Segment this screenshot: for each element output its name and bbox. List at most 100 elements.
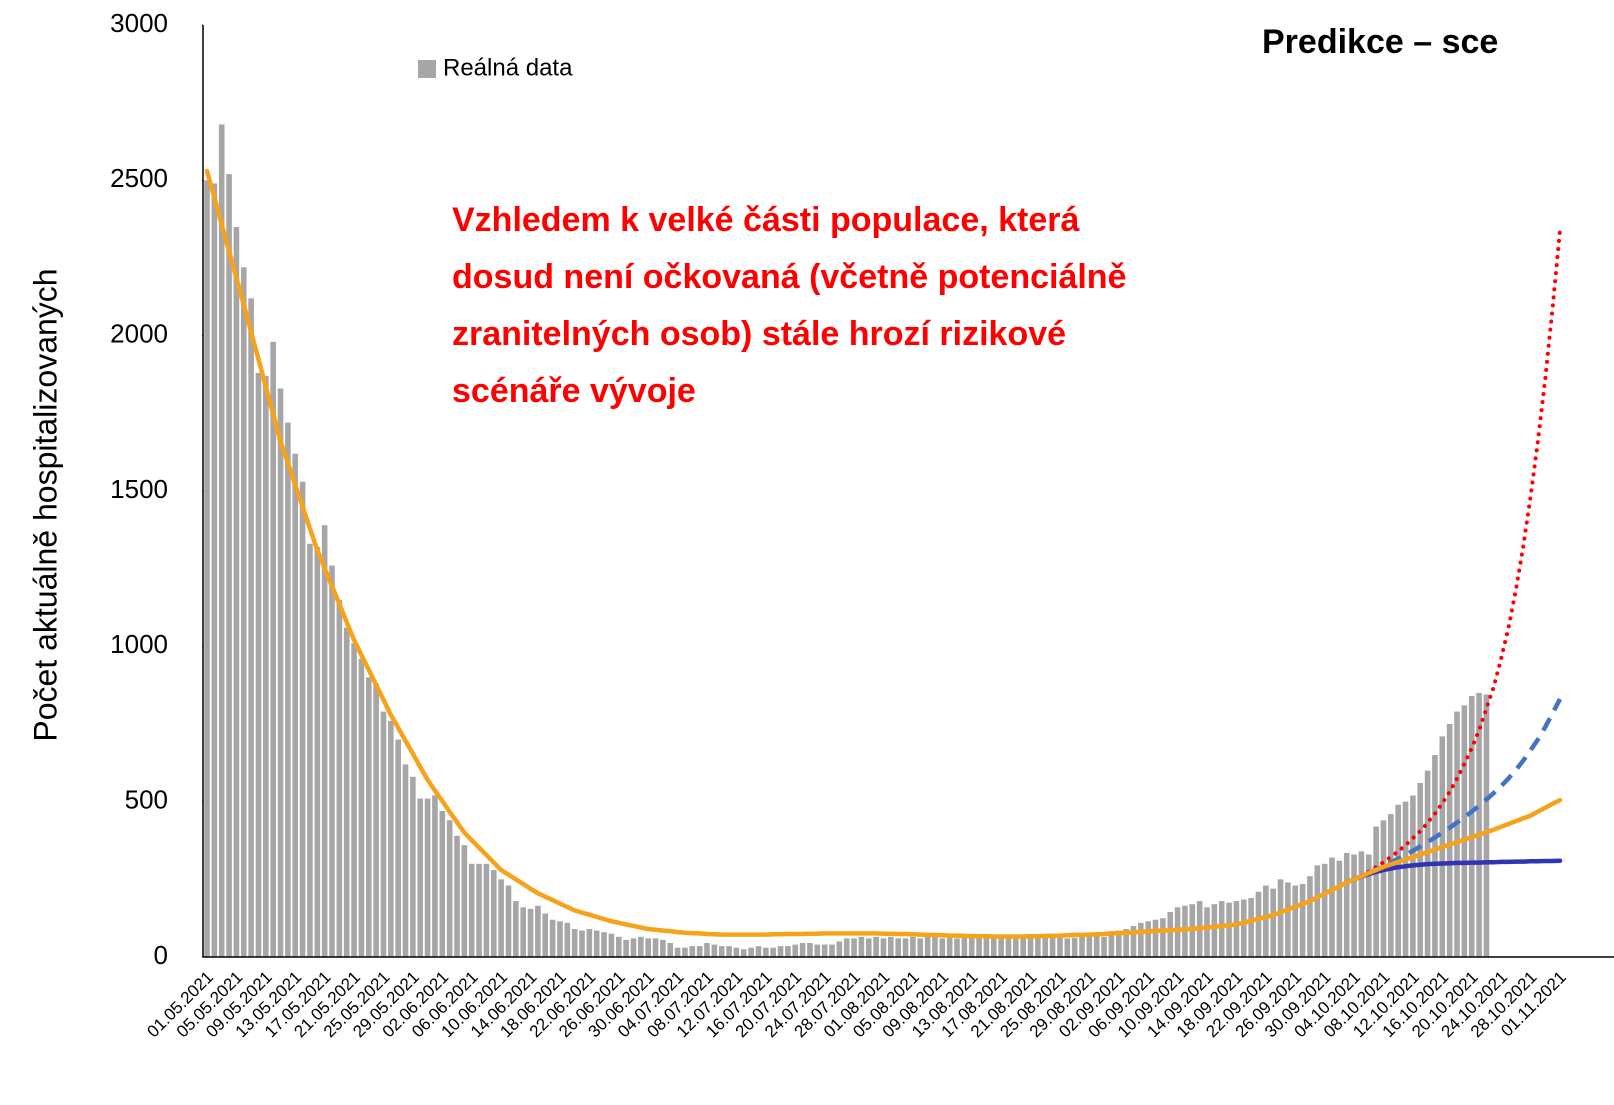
annotation: dosud není očkovaná (včetně potenciálně <box>452 258 1127 296</box>
bar <box>608 933 615 957</box>
bar <box>476 863 482 957</box>
bar <box>1020 936 1026 957</box>
bar <box>946 937 953 957</box>
legend-swatch <box>418 60 436 78</box>
y-tick-label: 0 <box>154 940 168 970</box>
bar <box>755 946 762 957</box>
bar <box>792 944 799 957</box>
bar <box>954 938 960 957</box>
bar <box>1380 820 1387 957</box>
bar <box>285 422 291 957</box>
bar <box>1476 692 1482 957</box>
bar <box>263 376 269 957</box>
bar <box>571 929 578 957</box>
bar <box>932 936 938 957</box>
bar <box>1255 891 1262 957</box>
y-tick-label: 3000 <box>110 8 168 38</box>
bar <box>682 947 688 957</box>
bar <box>785 946 791 957</box>
chart-title: Predikce – sce <box>1262 23 1498 61</box>
bar <box>1064 938 1071 957</box>
bar <box>807 943 813 957</box>
bar <box>836 941 843 957</box>
bar <box>976 938 982 957</box>
bar <box>1410 795 1416 957</box>
bar <box>1402 801 1409 957</box>
bar <box>1263 885 1269 957</box>
bar <box>432 795 438 957</box>
bar <box>1226 902 1232 957</box>
bar <box>1454 711 1460 957</box>
bar <box>726 946 732 957</box>
bar <box>917 938 924 957</box>
bar <box>674 947 681 957</box>
bar <box>961 936 968 957</box>
bar <box>557 921 563 957</box>
bar <box>1108 933 1115 957</box>
bar <box>1211 904 1218 957</box>
bar <box>1123 929 1129 957</box>
bar <box>843 938 850 957</box>
bar <box>1468 696 1475 957</box>
bar <box>1329 857 1335 957</box>
bar <box>1204 907 1210 957</box>
bar <box>1152 919 1159 957</box>
bar <box>821 944 828 957</box>
bar <box>343 627 350 957</box>
bar <box>638 936 644 957</box>
bar <box>630 938 637 957</box>
bar <box>1027 935 1034 957</box>
bar <box>998 937 1004 957</box>
bar <box>895 938 901 957</box>
bar <box>564 922 571 957</box>
bar <box>1093 935 1100 957</box>
bar <box>601 932 607 957</box>
bar <box>740 949 747 957</box>
bar <box>615 936 622 957</box>
bar <box>542 913 549 957</box>
legend-label: Reálná data <box>443 54 573 81</box>
bar <box>968 937 975 957</box>
bar <box>439 810 446 957</box>
bar <box>1365 854 1372 957</box>
bar <box>777 946 784 957</box>
bar <box>1314 865 1321 957</box>
bar <box>696 946 703 957</box>
bar <box>248 298 254 957</box>
y-axis-label: Počet aktuálně hospitalizovaných <box>27 268 63 741</box>
bar <box>799 943 806 957</box>
bar <box>1071 937 1078 957</box>
bar <box>270 341 276 957</box>
bar <box>454 835 460 957</box>
bar <box>1292 885 1299 957</box>
y-tick-label: 1500 <box>110 474 168 504</box>
bar <box>851 938 857 957</box>
bar <box>1307 876 1313 957</box>
bar <box>321 525 328 957</box>
bar <box>1167 911 1174 957</box>
bar <box>373 683 379 957</box>
bar <box>689 946 696 957</box>
bar <box>733 947 740 957</box>
bar <box>983 936 990 957</box>
bar <box>1321 863 1328 957</box>
bar <box>586 929 593 957</box>
bar <box>1115 930 1122 957</box>
bar <box>388 720 394 957</box>
bar <box>645 938 651 957</box>
bar <box>505 885 512 957</box>
y-tick-label: 2000 <box>110 319 168 349</box>
bar <box>468 863 475 957</box>
bar <box>211 183 218 957</box>
bar <box>990 938 997 957</box>
bar <box>549 919 556 957</box>
bar <box>358 658 365 957</box>
bar <box>299 481 306 957</box>
bar <box>1035 935 1041 957</box>
bar <box>277 388 284 958</box>
line-dotted <box>1344 228 1562 885</box>
bar <box>483 863 490 957</box>
bar <box>1101 936 1107 957</box>
